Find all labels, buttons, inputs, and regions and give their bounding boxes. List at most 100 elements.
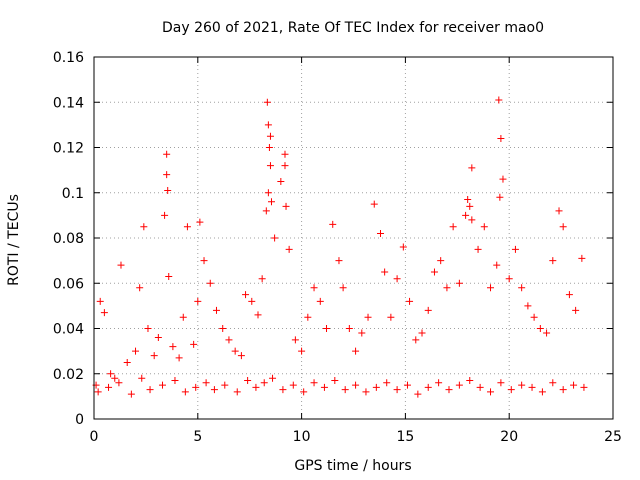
data-point xyxy=(497,379,505,387)
data-point xyxy=(105,383,113,391)
data-point xyxy=(206,279,214,287)
data-point xyxy=(518,284,526,292)
data-point xyxy=(464,196,472,204)
data-point xyxy=(252,383,260,391)
data-point xyxy=(212,306,220,314)
data-point xyxy=(244,377,252,385)
data-point xyxy=(281,162,289,170)
data-point xyxy=(335,257,343,265)
x-tick-labels: 0 5 10 15 20 25 xyxy=(90,429,622,445)
data-point xyxy=(233,388,241,396)
data-point xyxy=(231,347,239,355)
data-point xyxy=(190,340,198,348)
data-point xyxy=(127,390,135,398)
data-point xyxy=(169,343,177,351)
data-point xyxy=(549,257,557,265)
data-point xyxy=(262,207,270,215)
data-point xyxy=(376,229,384,237)
data-point xyxy=(511,245,519,253)
data-point xyxy=(370,200,378,208)
data-point xyxy=(455,381,463,389)
data-point xyxy=(132,347,140,355)
data-point xyxy=(530,313,538,321)
data-point xyxy=(175,354,183,362)
data-point xyxy=(271,234,279,242)
data-point xyxy=(443,284,451,292)
data-point xyxy=(181,388,189,396)
data-point xyxy=(221,381,229,389)
data-point xyxy=(161,211,169,219)
data-point xyxy=(406,297,414,305)
x-tick-label: 0 xyxy=(90,429,99,445)
data-point xyxy=(115,379,123,387)
data-point xyxy=(248,297,256,305)
data-point xyxy=(277,177,285,185)
data-point xyxy=(430,268,438,276)
data-point xyxy=(505,275,513,283)
data-point xyxy=(291,336,299,344)
data-point xyxy=(418,329,426,337)
data-point xyxy=(163,150,171,158)
data-point xyxy=(264,189,272,197)
x-tick-label: 20 xyxy=(500,429,518,445)
data-point xyxy=(578,254,586,262)
data-point xyxy=(117,261,125,269)
data-point xyxy=(339,284,347,292)
data-point xyxy=(289,381,297,389)
data-point xyxy=(282,202,290,210)
data-point xyxy=(381,268,389,276)
data-point xyxy=(393,275,401,283)
axis-ticks xyxy=(93,56,614,420)
y-tick-labels: 0 0.02 0.04 0.06 0.08 0.1 0.12 0.14 0.16 xyxy=(53,50,84,428)
data-point xyxy=(536,325,544,332)
data-point xyxy=(237,352,245,360)
data-point xyxy=(499,175,507,183)
plot-frame xyxy=(93,56,614,420)
data-point xyxy=(487,388,495,396)
data-point xyxy=(279,386,287,394)
data-point xyxy=(455,279,463,287)
data-point xyxy=(219,325,227,332)
data-point xyxy=(111,374,119,382)
data-point xyxy=(414,390,422,398)
y-tick-label: 0.08 xyxy=(53,231,84,247)
data-point xyxy=(136,284,144,292)
data-point xyxy=(154,334,162,342)
data-point xyxy=(580,383,588,391)
data-point xyxy=(555,207,563,215)
data-point xyxy=(570,381,578,389)
data-point xyxy=(202,379,210,387)
data-point xyxy=(393,386,401,394)
data-point xyxy=(242,291,250,299)
data-point xyxy=(144,325,152,332)
data-point xyxy=(480,223,488,231)
data-point xyxy=(507,386,515,394)
data-point xyxy=(194,297,202,305)
data-point xyxy=(196,218,204,226)
data-point xyxy=(310,284,318,292)
data-point xyxy=(164,186,172,194)
x-tick-label: 10 xyxy=(293,429,311,445)
data-point xyxy=(524,302,532,310)
data-point xyxy=(345,325,353,332)
data-point xyxy=(362,388,370,396)
data-point xyxy=(466,202,474,210)
data-point xyxy=(94,388,102,396)
data-point xyxy=(468,164,476,172)
data-point xyxy=(331,377,339,385)
data-point xyxy=(258,275,266,283)
data-point xyxy=(107,370,115,378)
data-point xyxy=(387,313,395,321)
x-tick-label: 5 xyxy=(193,429,202,445)
data-point xyxy=(96,297,104,305)
y-tick-label: 0.1 xyxy=(62,186,84,202)
data-point xyxy=(403,381,411,389)
data-point xyxy=(435,379,443,387)
chart-title: Day 260 of 2021, Rate Of TEC Index for r… xyxy=(162,20,544,36)
x-tick-label: 25 xyxy=(604,429,622,445)
data-point xyxy=(192,383,200,391)
data-point xyxy=(364,313,372,321)
data-point xyxy=(383,379,391,387)
y-tick-label: 0.14 xyxy=(53,95,84,111)
